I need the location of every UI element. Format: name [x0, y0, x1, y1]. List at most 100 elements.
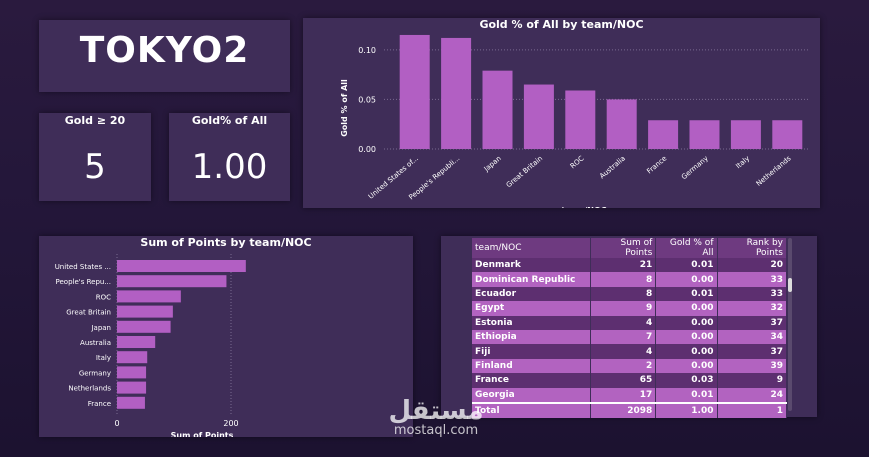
bar: [117, 290, 181, 303]
bar: [117, 381, 147, 394]
table-cell: Georgia: [472, 387, 591, 403]
x-tick-label: Great Britain: [505, 154, 544, 189]
table-cell: 9: [590, 301, 657, 316]
col-header-team[interactable]: team/NOC: [472, 238, 591, 258]
y-tick-label: People's Repu...: [56, 278, 111, 286]
kpi-value: 5: [84, 147, 106, 187]
kpi-card-gold-ge-20[interactable]: Gold ≥ 20 5: [39, 113, 151, 201]
table-cell: 0.03: [655, 373, 718, 388]
table-cell: 17: [590, 387, 657, 403]
watermark-latin: mostaql.com: [393, 423, 479, 438]
kpi-label: Gold ≥ 20: [64, 114, 126, 127]
table-row[interactable]: Denmark 21 0.01 20: [472, 258, 787, 273]
kpi-label: Gold% of All: [191, 114, 268, 127]
y-axis-label: Gold % of All: [340, 79, 349, 137]
x-tick-label: Australia: [598, 154, 627, 180]
bar: [772, 120, 803, 149]
bar: [523, 84, 554, 149]
bar: [117, 260, 246, 272]
table-cell: Finland: [472, 358, 591, 374]
table-cell: 39: [717, 358, 787, 374]
col-header-gold-pct[interactable]: Gold % of All: [655, 238, 718, 258]
points-bar-chart[interactable]: Sum of Points by team/NOC 0 200 United Sta…: [39, 236, 413, 437]
bar: [117, 351, 148, 364]
table-cell: 0.00: [655, 272, 718, 287]
y-tick-label: Italy: [96, 354, 111, 362]
table-cell: 4: [590, 344, 657, 359]
bar: [117, 275, 227, 288]
scrollbar-thumb[interactable]: [788, 278, 792, 292]
table-cell: 32: [717, 301, 787, 316]
table-row[interactable]: Fiji 4 0.00 37: [472, 344, 787, 359]
table-row[interactable]: Georgia 17 0.01 24: [472, 387, 787, 403]
bar: [117, 366, 147, 379]
results-table-card[interactable]: team/NOC Sum of Points Gold % of All Ran…: [441, 236, 817, 418]
x-axis-label: team/NOC: [561, 206, 606, 208]
table-cell: 8: [590, 272, 657, 287]
table-cell: 0.01: [655, 387, 718, 403]
x-tick-label: Japan: [482, 154, 503, 173]
y-tick-label: 0.00: [358, 145, 376, 154]
total-cell: Total: [472, 401, 591, 418]
gold-pct-bar-chart[interactable]: Gold % of All by team/NOC 0.00 0.05 0.10 Un…: [303, 18, 820, 208]
table-cell: 0.01: [655, 286, 718, 302]
table-row[interactable]: Ecuador 8 0.01 33: [472, 286, 787, 302]
table-cell: Ecuador: [472, 286, 591, 302]
kpi-card-gold-pct-all[interactable]: Gold% of All 1.00: [169, 113, 290, 201]
table-row[interactable]: Dominican Republic 8 0.00 33: [472, 272, 787, 287]
table-cell: 37: [717, 315, 787, 330]
bar: [117, 396, 145, 409]
table-cell: Egypt: [472, 301, 591, 316]
col-header-points[interactable]: Sum of Points: [590, 238, 657, 258]
table-cell: 34: [717, 329, 787, 345]
x-tick-label: Italy: [734, 154, 751, 170]
table-cell: 0.00: [655, 344, 718, 359]
table-scrollbar[interactable]: [788, 238, 792, 411]
table-cell: Estonia: [472, 315, 591, 330]
table-row[interactable]: Ethiopia 7 0.00 34: [472, 329, 787, 345]
table-cell: 20: [717, 258, 787, 273]
table-cell: 0.00: [655, 301, 718, 316]
bar: [399, 34, 430, 149]
y-tick-label: Germany: [79, 369, 111, 377]
table-cell: 65: [590, 373, 657, 388]
bar: [117, 336, 156, 348]
table-cell: 21: [590, 258, 657, 273]
bar: [730, 120, 761, 149]
col-header-rank[interactable]: Rank by Points: [717, 238, 787, 258]
kpi-value: 1.00: [191, 147, 268, 187]
table-cell: 2: [590, 358, 657, 374]
table-cell: 8: [590, 286, 657, 302]
y-tick-label: Australia: [80, 339, 111, 347]
x-tick-label: ROC: [569, 154, 586, 170]
total-cell: 1.00: [655, 401, 718, 418]
y-axis-label: team/NOC: [39, 313, 40, 358]
table-cell: 9: [717, 373, 787, 388]
y-tick-label: Great Britain: [66, 309, 111, 317]
dashboard-title: TOKYO2: [79, 30, 250, 71]
y-tick-label: Netherlands: [68, 385, 111, 393]
table-cell: 33: [717, 286, 787, 302]
table-cell: Fiji: [472, 344, 591, 359]
x-tick-label: Netherlands: [755, 154, 793, 188]
bar: [606, 99, 637, 149]
table-cell: 4: [590, 315, 657, 330]
watermark-arabic: مستقل: [388, 396, 484, 426]
table-cell: 0.01: [655, 258, 718, 273]
title-card: TOKYO2: [39, 20, 290, 92]
table-row[interactable]: Egypt 9 0.00 32: [472, 301, 787, 316]
table-cell: 0.00: [655, 315, 718, 330]
table-cell: France: [472, 373, 591, 388]
table-total-row: Total 2098 1.00 1: [472, 401, 787, 418]
chart-title: Gold % of All by team/NOC: [479, 18, 644, 31]
bar: [117, 320, 171, 333]
table-cell: 0.00: [655, 358, 718, 374]
table-row[interactable]: Estonia 4 0.00 37: [472, 315, 787, 330]
results-table: team/NOC Sum of Points Gold % of All Ran…: [472, 238, 787, 418]
table-row[interactable]: Finland 2 0.00 39: [472, 358, 787, 374]
table-cell: Denmark: [472, 258, 591, 273]
table-row[interactable]: France 65 0.03 9: [472, 373, 787, 388]
chart-title: Sum of Points by team/NOC: [140, 236, 312, 249]
x-tick-label: 200: [223, 419, 238, 428]
